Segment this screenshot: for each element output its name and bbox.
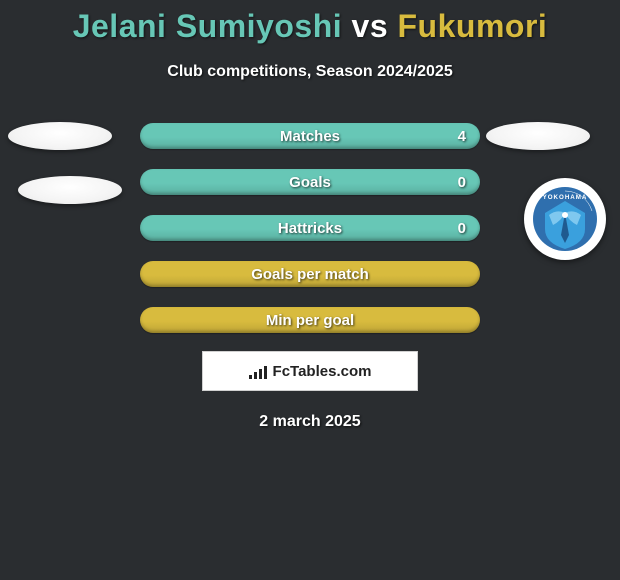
stat-bar: Matches 4 [140,123,480,149]
attribution-box[interactable]: FcTables.com [202,351,418,391]
player1-avatar-placeholder [8,122,112,150]
player2-name: Fukumori [398,8,548,44]
stat-bar: Hattricks 0 [140,215,480,241]
stat-bar: Min per goal [140,307,480,333]
comparison-title: Jelani Sumiyoshi vs Fukumori [0,0,620,45]
player2-avatar-placeholder [486,122,590,150]
player1-avatar-placeholder-2 [18,176,122,204]
crest-text: YOKOHAMA [543,194,588,201]
stat-value: 0 [458,220,466,237]
club-crest-icon: YOKOHAMA [531,185,599,253]
subtitle: Club competitions, Season 2024/2025 [0,63,620,81]
bar-chart-icon [249,363,267,379]
stat-label: Min per goal [266,312,354,329]
stat-value: 0 [458,174,466,191]
stat-value: 4 [458,128,466,145]
stat-bar: Goals 0 [140,169,480,195]
player1-name: Jelani Sumiyoshi [73,8,342,44]
update-date: 2 march 2025 [0,413,620,431]
stat-label: Goals [289,174,331,191]
club-badge-inner: YOKOHAMA [531,185,599,253]
attribution-text: FcTables.com [273,363,372,380]
vs-separator: vs [352,8,389,44]
stat-label: Hattricks [278,220,342,237]
stat-label: Goals per match [251,266,369,283]
stat-bar: Goals per match [140,261,480,287]
crest-head [562,212,568,218]
stat-label: Matches [280,128,340,145]
club-badge: YOKOHAMA [524,178,606,260]
